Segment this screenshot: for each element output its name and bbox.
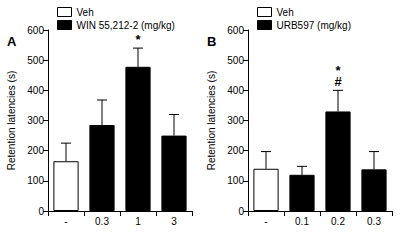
svg-text:500: 500 [227, 55, 244, 66]
svg-text:A: A [7, 34, 17, 49]
svg-text:200: 200 [27, 145, 44, 156]
svg-text:WIN 55,212-2 (mg/kg): WIN 55,212-2 (mg/kg) [77, 20, 175, 31]
svg-text:0.2: 0.2 [331, 216, 345, 227]
svg-text:B: B [207, 34, 216, 49]
svg-text:200: 200 [227, 145, 244, 156]
svg-text:Retention latencies (s): Retention latencies (s) [6, 71, 17, 171]
svg-text:300: 300 [227, 115, 244, 126]
svg-text:-: - [264, 216, 267, 227]
svg-text:400: 400 [227, 85, 244, 96]
svg-text:600: 600 [27, 25, 44, 36]
svg-text:500: 500 [27, 55, 44, 66]
svg-text:300: 300 [27, 115, 44, 126]
svg-text:0: 0 [238, 206, 244, 217]
svg-text:*: * [135, 32, 141, 47]
svg-text:0.3: 0.3 [95, 216, 109, 227]
svg-text:1: 1 [135, 216, 141, 227]
svg-text:Veh: Veh [277, 7, 294, 18]
svg-text:0: 0 [38, 206, 44, 217]
svg-text:600: 600 [227, 25, 244, 36]
svg-text:100: 100 [227, 175, 244, 186]
svg-text:-: - [64, 216, 67, 227]
svg-text:0.3: 0.3 [367, 216, 381, 227]
svg-text:Retention latencies (s): Retention latencies (s) [206, 71, 217, 171]
svg-text:Veh: Veh [77, 7, 94, 18]
svg-text:100: 100 [27, 175, 44, 186]
svg-text:URB597 (mg/kg): URB597 (mg/kg) [277, 20, 351, 31]
svg-text:#: # [334, 74, 342, 89]
svg-text:400: 400 [27, 85, 44, 96]
svg-text:3: 3 [171, 216, 177, 227]
svg-text:0.1: 0.1 [295, 216, 309, 227]
